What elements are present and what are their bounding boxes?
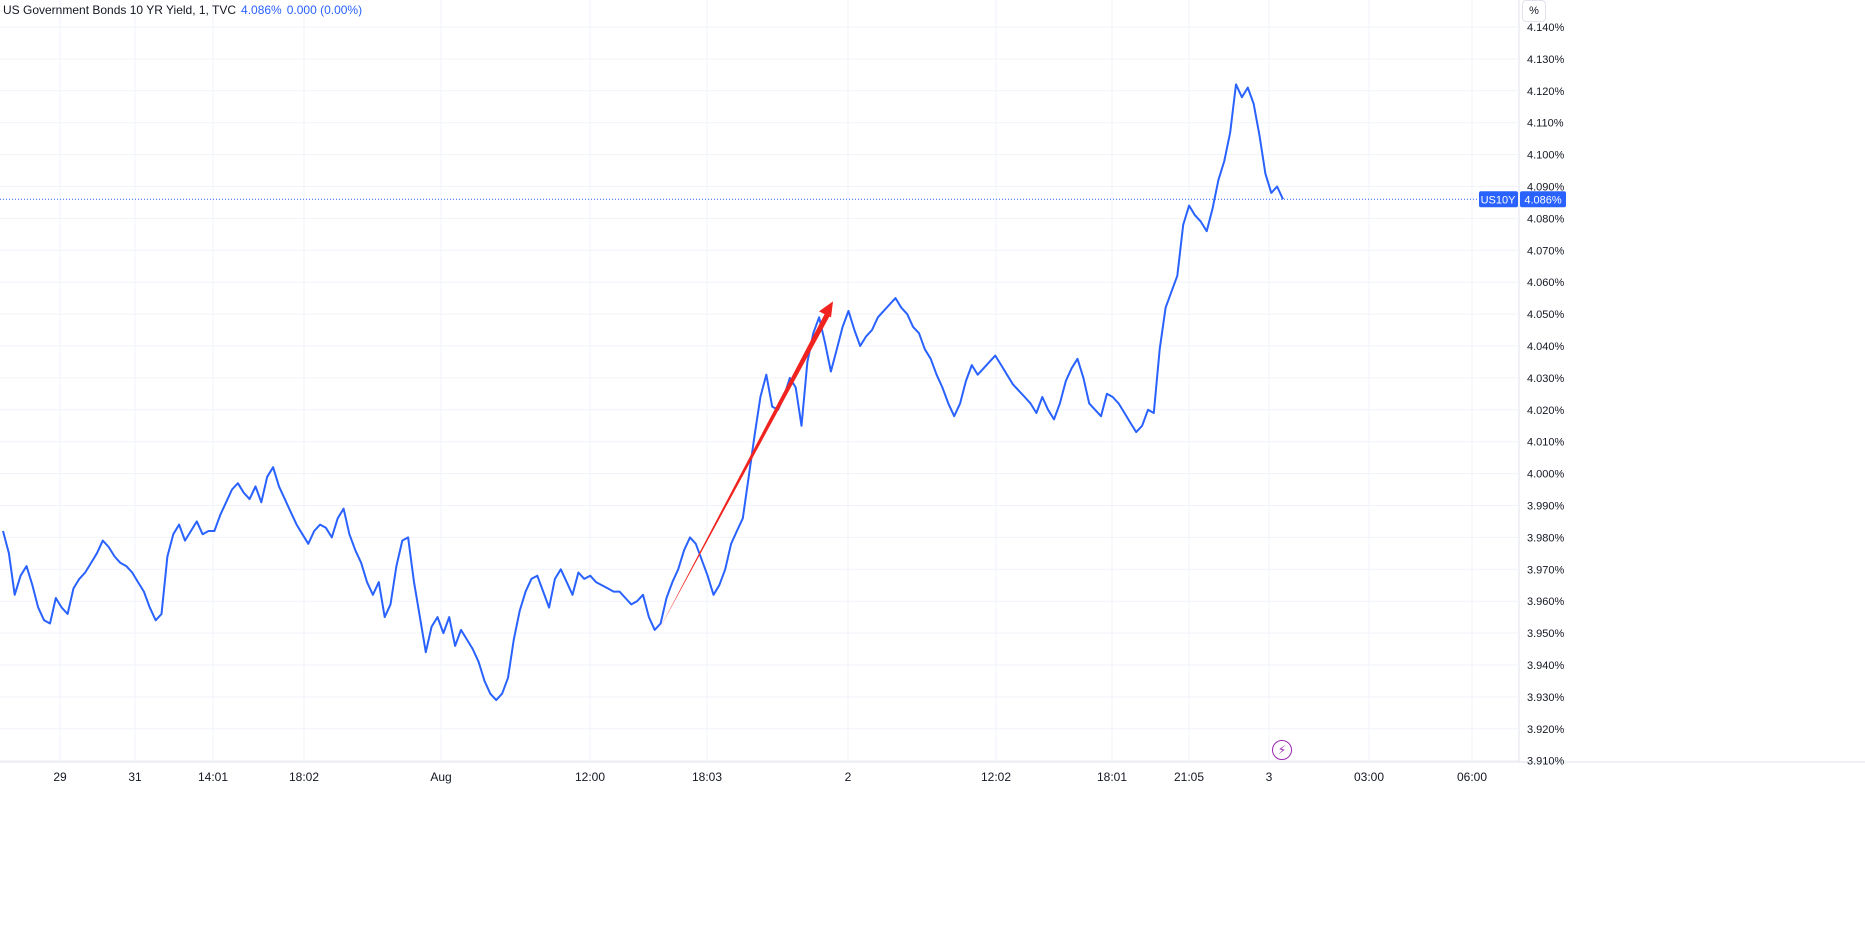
x-tick-label: 06:00: [1457, 770, 1487, 784]
y-tick-label: 4.140%: [1527, 22, 1565, 34]
last-price-marker: US10Y 4.086%: [1479, 191, 1566, 208]
y-tick-label: 4.020%: [1527, 405, 1565, 417]
x-tick-label: 18:03: [692, 770, 722, 784]
x-tick-label: 14:01: [198, 770, 228, 784]
y-tick-label: 3.960%: [1527, 596, 1565, 608]
x-tick-label: Aug: [430, 770, 451, 784]
y-tick-label: 3.930%: [1527, 692, 1565, 704]
y-tick-label: 4.070%: [1527, 245, 1565, 257]
x-tick-label: 18:02: [289, 770, 319, 784]
x-tick-label: 18:01: [1097, 770, 1127, 784]
symbol-title[interactable]: US Government Bonds 10 YR Yield, 1, TVC: [3, 3, 237, 17]
change-value: 0.000 (0.00%): [286, 3, 363, 17]
trend-arrow-head[interactable]: [819, 301, 833, 318]
y-tick-label: 3.970%: [1527, 564, 1565, 576]
time-axis: 29 31 14:01 18:02 Aug 12:00 18:03 2 12:02 18:01 21…: [53, 770, 1487, 784]
y-tick-label: 3.940%: [1527, 660, 1565, 672]
y-tick-label: 3.910%: [1527, 756, 1565, 768]
ticker-badge: [1479, 191, 1518, 208]
percent-scale-button[interactable]: %: [1522, 0, 1546, 22]
y-tick-label: 4.040%: [1527, 341, 1565, 353]
y-tick-label: 3.980%: [1527, 532, 1565, 544]
price-badge-label: 4.086%: [1524, 194, 1562, 206]
y-tick-label: 4.050%: [1527, 309, 1565, 321]
y-tick-label: 4.000%: [1527, 469, 1565, 481]
last-value: 4.086%: [241, 3, 282, 17]
y-tick-label: 3.950%: [1527, 628, 1565, 640]
y-tick-label: 4.080%: [1527, 213, 1565, 225]
x-tick-label: 29: [53, 770, 67, 784]
x-tick-label: 12:02: [981, 770, 1011, 784]
annotation-layer: [659, 301, 833, 630]
y-tick-label: 4.130%: [1527, 54, 1565, 66]
lightning-icon[interactable]: ⚡: [1272, 740, 1292, 760]
ticker-badge-label: US10Y: [1481, 194, 1517, 206]
x-tick-label: 31: [128, 770, 142, 784]
y-tick-label: 4.030%: [1527, 373, 1565, 385]
chart-legend: US Government Bonds 10 YR Yield, 1, TVC 4…: [3, 1, 362, 19]
y-tick-label: 3.920%: [1527, 724, 1565, 736]
x-tick-label: 12:00: [575, 770, 605, 784]
price-axis: 4.140%4.130%4.120%4.110%4.100%4.090%4.08…: [1518, 0, 1565, 768]
y-tick-label: 3.990%: [1527, 501, 1565, 513]
y-tick-label: 4.060%: [1527, 277, 1565, 289]
price-series: [0, 83, 1518, 702]
y-tick-label: 4.110%: [1527, 118, 1564, 130]
x-tick-label: 2: [845, 770, 852, 784]
yield-series-line: [2, 83, 1284, 702]
price-badge: [1520, 191, 1566, 208]
y-tick-label: 4.010%: [1527, 437, 1565, 449]
y-tick-label: 4.100%: [1527, 150, 1565, 162]
y-tick-label: 4.090%: [1527, 182, 1565, 194]
y-tick-label: 4.120%: [1527, 86, 1565, 98]
trend-arrow-shaft[interactable]: [659, 313, 830, 630]
time-axis-background: [0, 762, 1865, 940]
x-tick-label: 21:05: [1174, 770, 1204, 784]
x-tick-label: 03:00: [1354, 770, 1384, 784]
x-tick-label: 3: [1266, 770, 1273, 784]
